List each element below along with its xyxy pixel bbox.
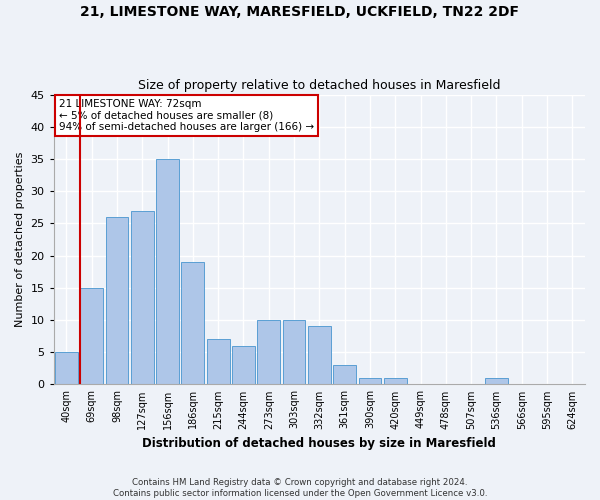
Bar [232,346,255,385]
Bar [80,288,103,384]
Text: Contains HM Land Registry data © Crown copyright and database right 2024.
Contai: Contains HM Land Registry data © Crown c… [113,478,487,498]
Y-axis label: Number of detached properties: Number of detached properties [15,152,25,327]
Bar [55,352,78,384]
Bar [333,365,356,384]
Text: 21 LIMESTONE WAY: 72sqm
← 5% of detached houses are smaller (8)
94% of semi-deta: 21 LIMESTONE WAY: 72sqm ← 5% of detached… [59,99,314,132]
Bar [156,159,179,384]
Bar [308,326,331,384]
X-axis label: Distribution of detached houses by size in Maresfield: Distribution of detached houses by size … [142,437,496,450]
Bar [207,340,230,384]
Bar [257,320,280,384]
Text: 21, LIMESTONE WAY, MARESFIELD, UCKFIELD, TN22 2DF: 21, LIMESTONE WAY, MARESFIELD, UCKFIELD,… [80,5,520,19]
Bar [131,210,154,384]
Bar [384,378,407,384]
Bar [181,262,204,384]
Bar [283,320,305,384]
Bar [359,378,382,384]
Bar [106,217,128,384]
Title: Size of property relative to detached houses in Maresfield: Size of property relative to detached ho… [138,79,500,92]
Bar [485,378,508,384]
